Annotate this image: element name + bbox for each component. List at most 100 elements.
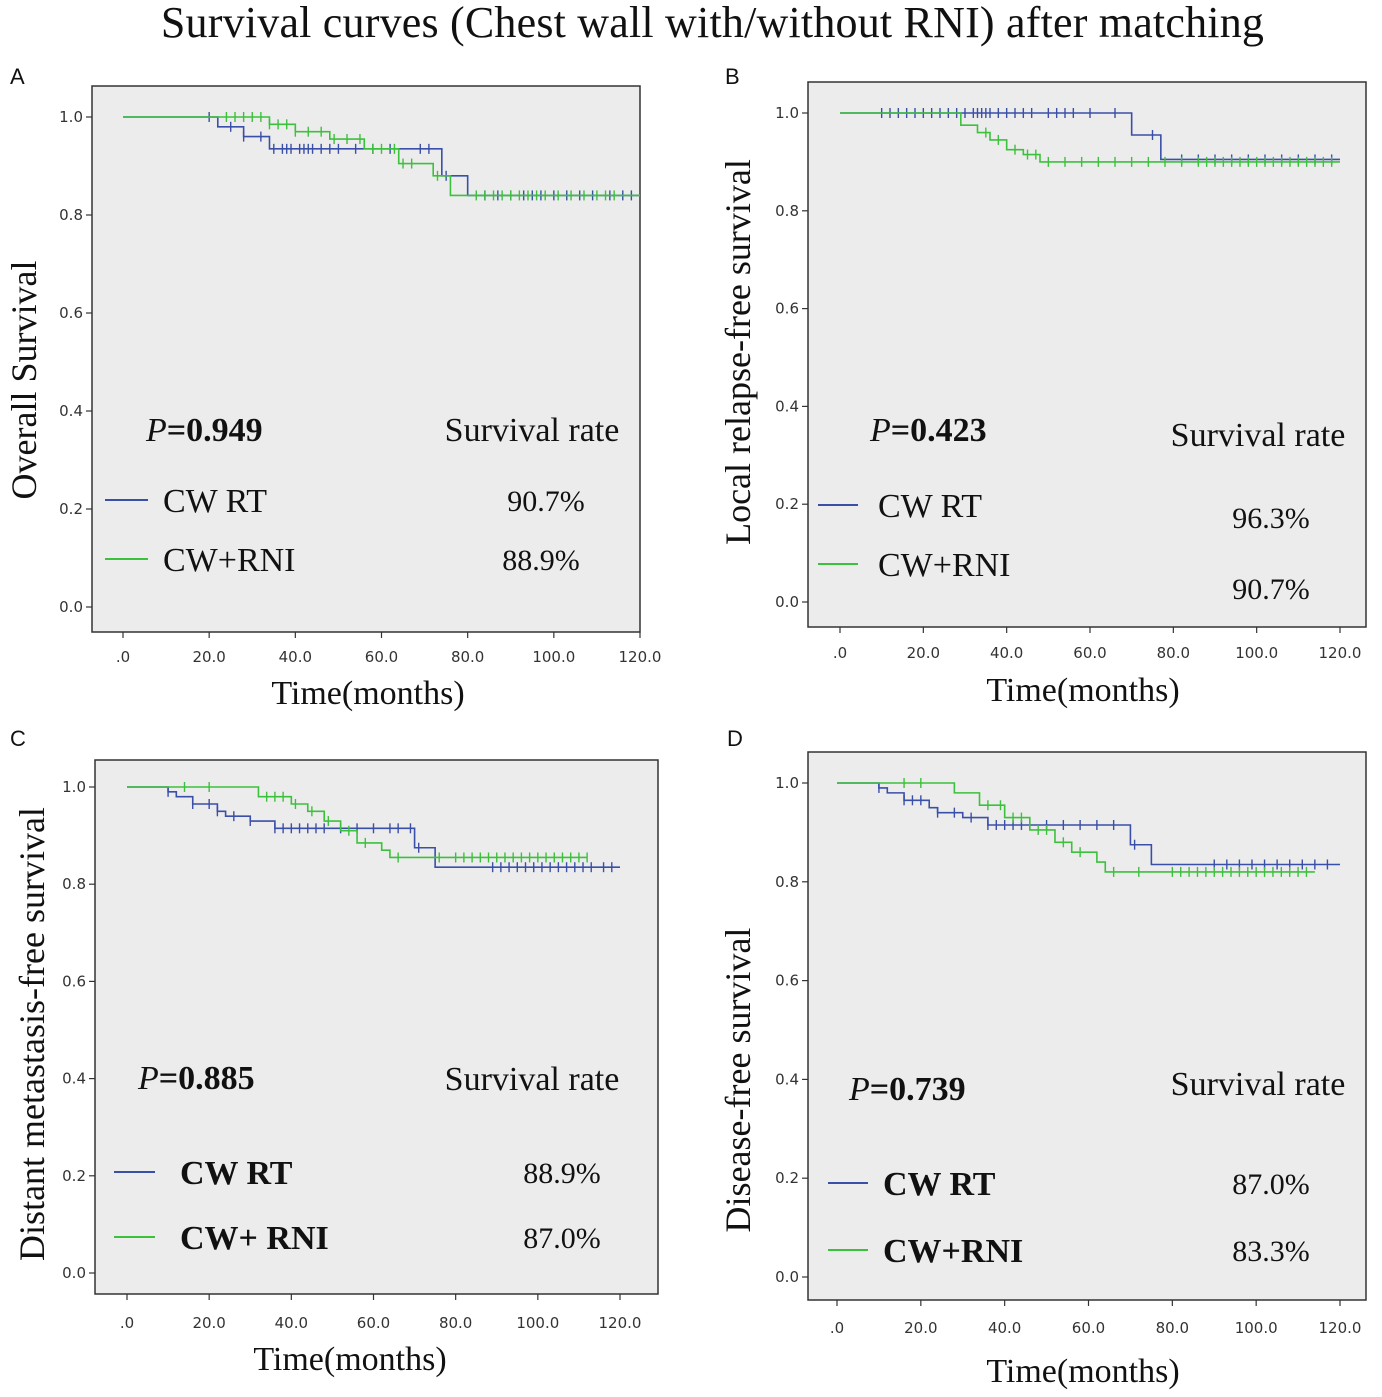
- y-tick-label: 0.8: [62, 875, 86, 893]
- x-tick-label: 100.0: [1235, 1319, 1278, 1337]
- p-symbol: P: [145, 412, 167, 449]
- panel-letter-d: D: [727, 726, 743, 751]
- y-tick-label: 0.0: [59, 598, 83, 616]
- y-tick-label: 1.0: [62, 778, 86, 796]
- panel-c: C 0.0 0.2 0.4 0.6 0.8 1.0 .0 20.0 40.0 60.0 80.0 100…: [10, 726, 659, 1378]
- x-tick-label: 40.0: [279, 648, 312, 666]
- legend-label-cw_rt-c: CW RT: [180, 1155, 293, 1192]
- p-symbol: P: [848, 1071, 870, 1108]
- y-tick-label: 1.0: [59, 108, 83, 126]
- p-number: =0.739: [870, 1071, 966, 1108]
- x-tick-label: 20.0: [904, 1319, 937, 1337]
- legend-label-cw_rni-c: CW+ RNI: [180, 1220, 329, 1257]
- plot-area-b: [807, 81, 1367, 628]
- x-tick-label: 60.0: [365, 648, 398, 666]
- rate-value-cw_rni-a: 88.9%: [502, 544, 580, 577]
- x-tick-label: 60.0: [357, 1314, 390, 1332]
- x-tick-label: 40.0: [990, 644, 1023, 662]
- p-number: =0.885: [159, 1060, 255, 1097]
- survival-rate-header-b: Survival rate: [1171, 417, 1346, 454]
- p-value-d: P=0.739: [848, 1071, 966, 1108]
- y-tick-label: 0.8: [775, 873, 799, 891]
- plot-area-c: [94, 759, 659, 1295]
- y-axis-title-b: Local relapse-free survival: [718, 159, 758, 545]
- rate-value-cw_rt-b: 96.3%: [1232, 502, 1310, 535]
- survival-rate-header-a: Survival rate: [445, 412, 620, 449]
- y-tick-label: 1.0: [775, 104, 799, 122]
- panel-d: D 0.0 0.2 0.4 0.6 0.8 1.0 .0 20.0 40.0 60.0 80.0 100…: [718, 726, 1367, 1390]
- legend-label-cw_rt-b: CW RT: [878, 488, 982, 525]
- x-tick-label: 80.0: [451, 648, 484, 666]
- x-axis-title-b: Time(months): [986, 672, 1179, 709]
- rate-value-cw_rt-d: 87.0%: [1232, 1168, 1310, 1201]
- x-tick-label: .0: [833, 644, 847, 662]
- legend-label-cw_rt-d: CW RT: [883, 1166, 996, 1203]
- y-axis-title-c: Distant metastasis-free survival: [12, 807, 52, 1261]
- x-tick-label: 100.0: [1235, 644, 1278, 662]
- y-tick-label: 0.4: [775, 397, 799, 415]
- x-axis-title-c: Time(months): [253, 1341, 446, 1378]
- x-tick-label: 80.0: [1157, 644, 1190, 662]
- x-tick-label: 20.0: [192, 648, 225, 666]
- x-axis-title-a: Time(months): [271, 675, 464, 712]
- y-tick-label: 0.4: [59, 402, 83, 420]
- y-tick-label: 0.8: [775, 202, 799, 220]
- rate-value-cw_rni-d: 83.3%: [1232, 1235, 1310, 1268]
- x-tick-label: 120.0: [1319, 644, 1362, 662]
- x-tick-label: 60.0: [1073, 644, 1106, 662]
- series-line-cw_rt-d: [837, 782, 1340, 866]
- legend-label-cw_rni-d: CW+RNI: [883, 1233, 1023, 1270]
- y-tick-label: 0.0: [62, 1264, 86, 1282]
- plot-area-a: [91, 85, 641, 633]
- p-value-b: P=0.423: [869, 412, 987, 449]
- x-tick-label: 120.0: [1319, 1319, 1362, 1337]
- rate-value-cw_rt-a: 90.7%: [507, 485, 585, 518]
- x-tick-label: 120.0: [599, 1314, 642, 1332]
- panel-letter-a: A: [10, 64, 25, 89]
- survival-rate-header-d: Survival rate: [1171, 1066, 1346, 1103]
- legend-label-cw_rt-a: CW RT: [163, 483, 267, 520]
- series-line-cw_rni-a: [123, 116, 640, 197]
- y-tick-label: 0.6: [775, 300, 799, 318]
- y-tick-label: 0.6: [775, 972, 799, 990]
- y-tick-label: 0.6: [59, 304, 83, 322]
- legend-label-cw_rni-b: CW+RNI: [878, 547, 1011, 584]
- p-value-a: P=0.949: [145, 412, 263, 449]
- x-tick-label: 40.0: [275, 1314, 308, 1332]
- figure-title: Survival curves (Chest wall with/without…: [160, 0, 1265, 47]
- p-symbol: P: [137, 1060, 159, 1097]
- y-tick-label: 0.6: [62, 972, 86, 990]
- rate-value-cw_rni-b: 90.7%: [1232, 573, 1310, 606]
- p-value-c: P=0.885: [137, 1060, 255, 1097]
- y-tick-label: 0.2: [775, 1169, 799, 1187]
- series-line-cw_rni-d: [837, 782, 1315, 873]
- series-line-cw_rt-b: [840, 112, 1340, 161]
- x-axis-title-d: Time(months): [986, 1353, 1179, 1390]
- panel-letter-c: C: [10, 726, 26, 751]
- y-axis-title-a: Overall Survival: [4, 261, 44, 500]
- panel-a: A 0.0 0.2 0.4 0.6 0.8 1.0 .0 20.0 40.0 60.0 80.0 100…: [4, 64, 661, 712]
- p-number: =0.949: [167, 412, 263, 449]
- panel-b: B 0.0 0.2 0.4 0.6 0.8 1.0 .0 20.0 40.0 60.0 80.0 100…: [718, 64, 1367, 709]
- x-tick-label: 20.0: [907, 644, 940, 662]
- panel-letter-b: B: [725, 64, 740, 89]
- y-tick-label: 0.0: [775, 593, 799, 611]
- series-line-cw_rt-c: [127, 786, 620, 868]
- y-tick-label: 0.2: [59, 500, 83, 518]
- survival-rate-header-c: Survival rate: [445, 1061, 620, 1098]
- x-tick-label: 40.0: [988, 1319, 1021, 1337]
- plot-area-d: [807, 751, 1367, 1301]
- y-tick-label: 1.0: [775, 774, 799, 792]
- rate-value-cw_rt-c: 88.9%: [523, 1157, 601, 1190]
- y-tick-label: 0.4: [775, 1070, 799, 1088]
- series-line-cw_rni-c: [127, 786, 588, 859]
- legend-label-cw_rni-a: CW+RNI: [163, 542, 296, 579]
- y-tick-label: 0.2: [62, 1167, 86, 1185]
- x-tick-label: 80.0: [439, 1314, 472, 1332]
- y-tick-label: 0.4: [62, 1070, 86, 1088]
- y-tick-label: 0.0: [775, 1268, 799, 1286]
- series-line-cw_rt-a: [123, 116, 640, 197]
- p-number: =0.423: [891, 412, 987, 449]
- x-tick-label: 20.0: [192, 1314, 225, 1332]
